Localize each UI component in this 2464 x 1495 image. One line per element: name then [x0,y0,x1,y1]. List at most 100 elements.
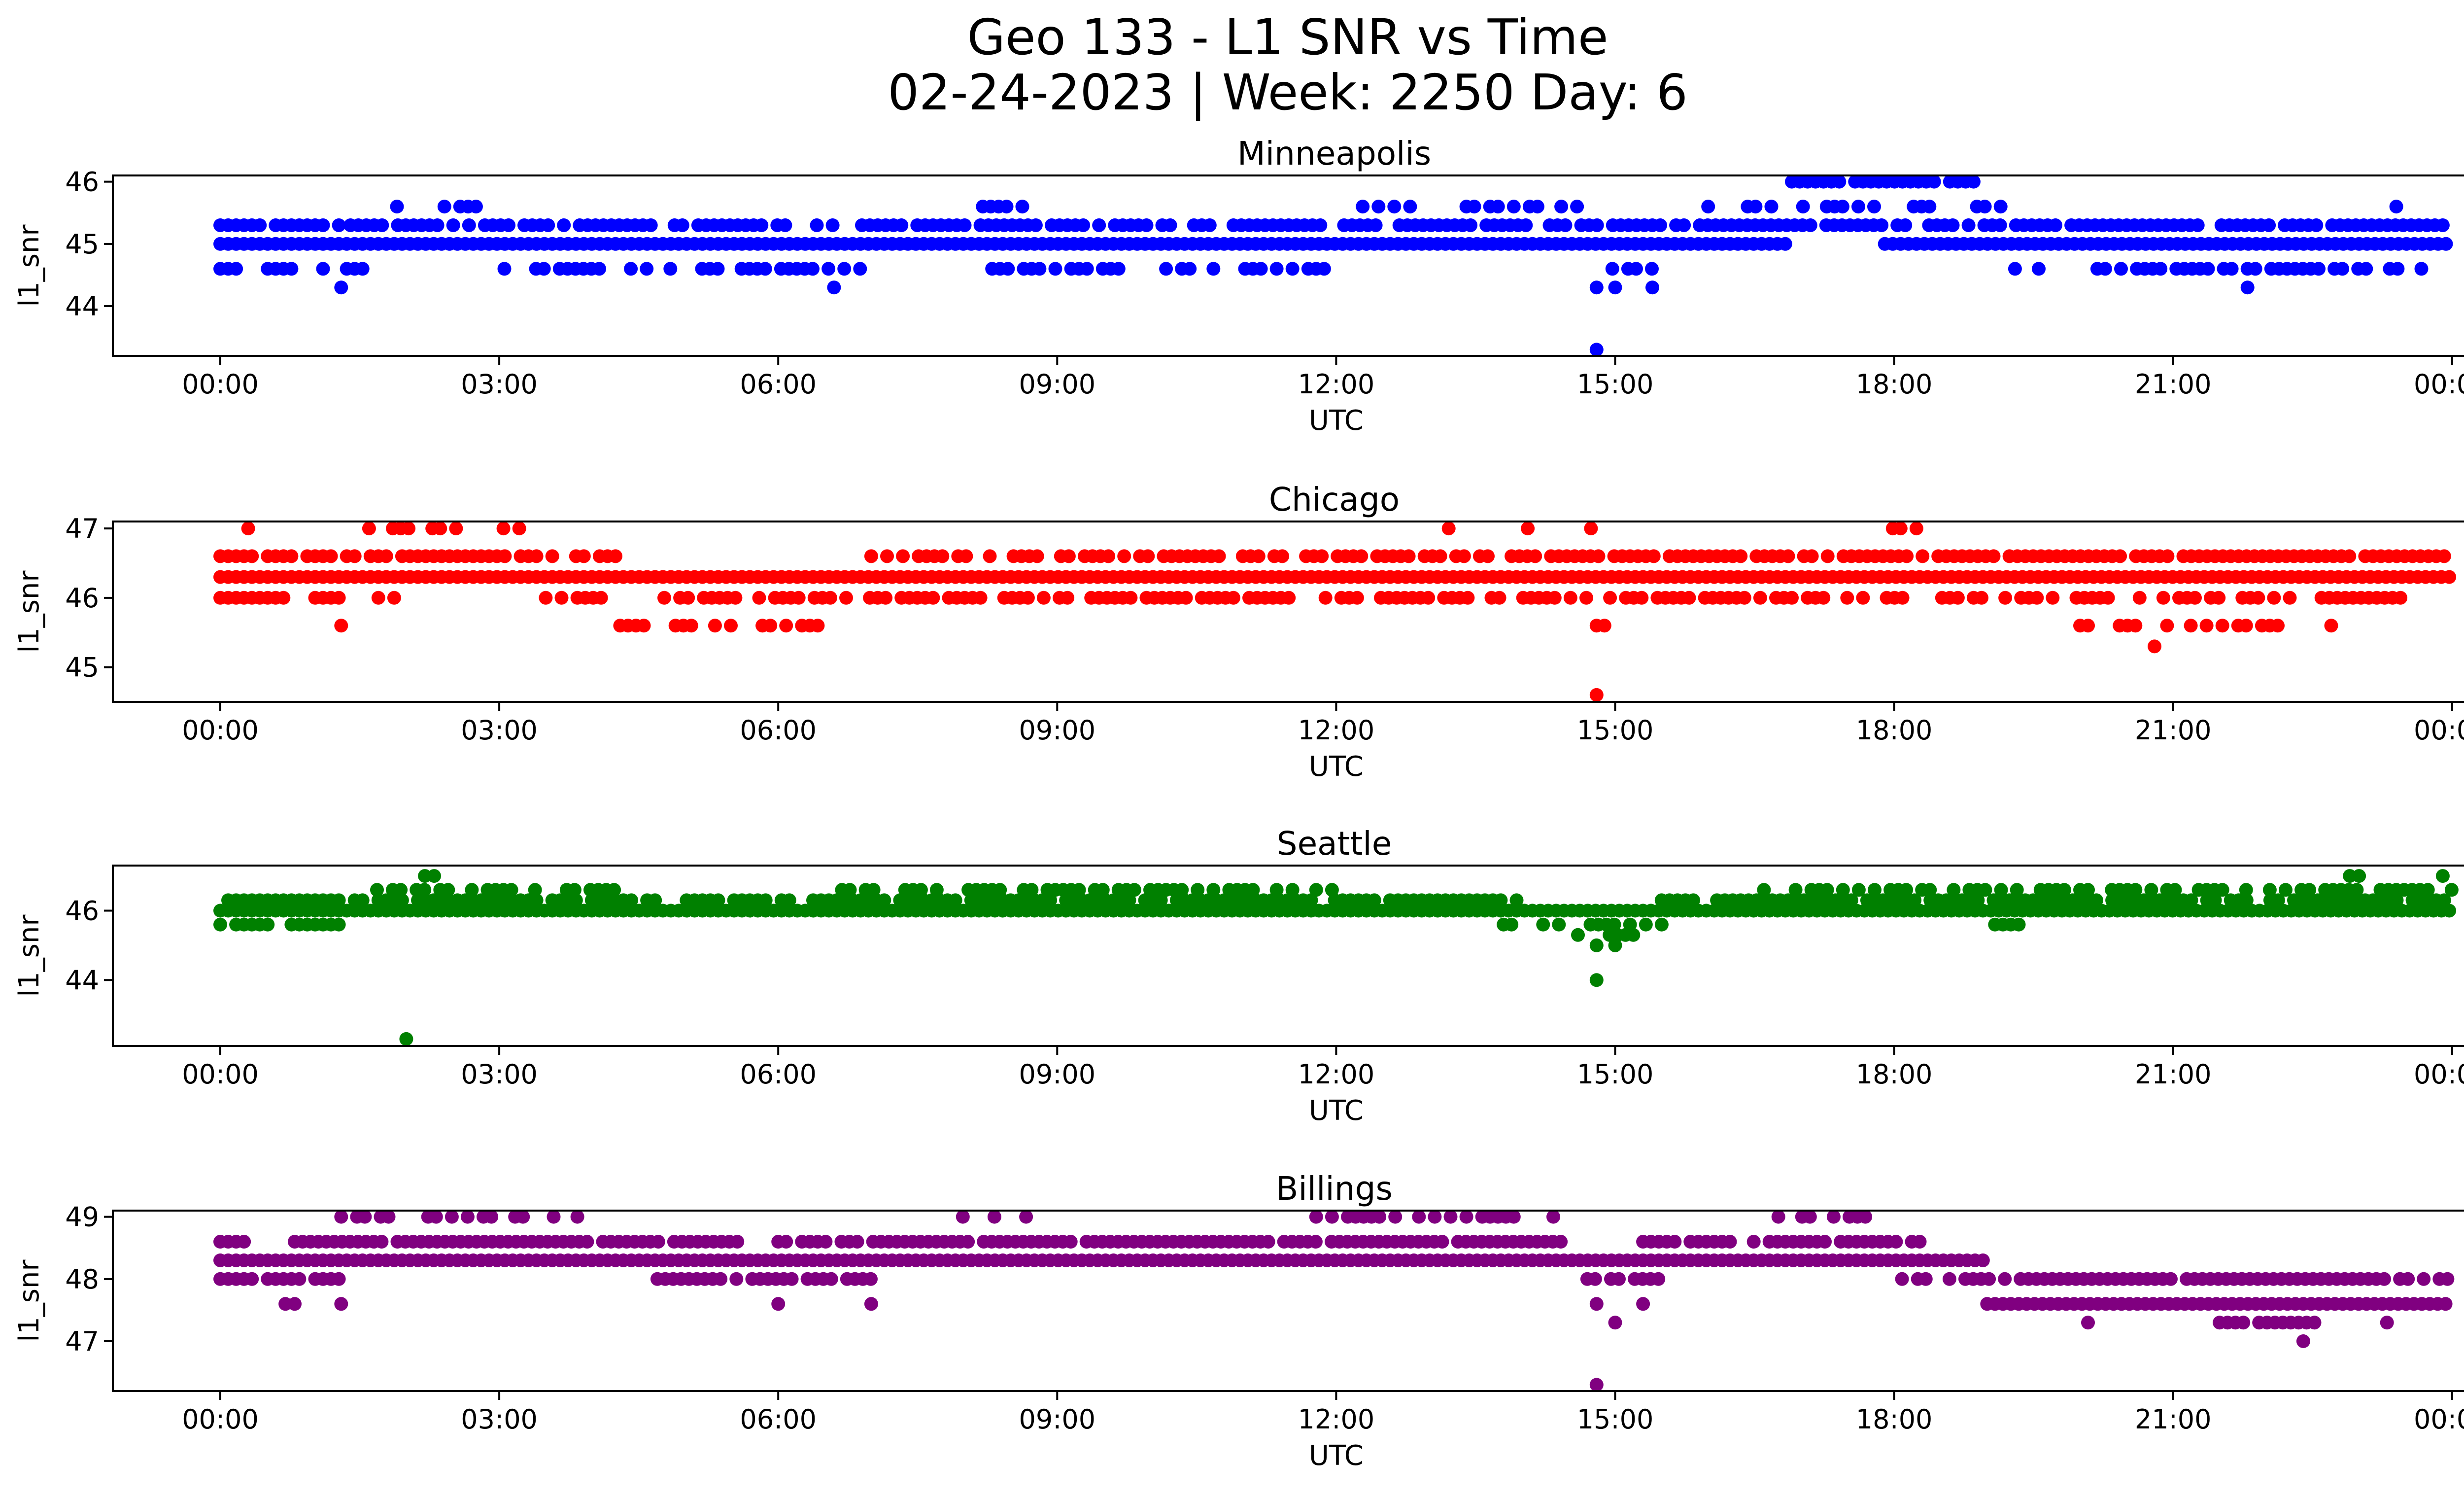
data-point [253,218,267,232]
data-point [1816,591,1831,605]
data-point [2307,1316,2322,1330]
data-point [2046,591,2060,605]
data-point [684,619,698,633]
data-point [502,218,515,232]
data-point [877,893,891,907]
data-point [811,619,825,633]
scatter-series [213,522,2457,702]
data-point [462,218,476,232]
subplot-title: Chicago [1269,481,1400,519]
data-point [394,883,408,897]
axes-frame [112,521,2464,703]
data-point [1639,917,1653,932]
data-point [2312,262,2326,276]
data-point [1900,549,1914,563]
data-point [1547,591,1562,605]
x-tick-label: 03:00 [461,369,538,400]
data-point [2098,262,2112,276]
data-point [1636,1297,1650,1311]
data-point [2132,591,2147,605]
data-point [1771,1210,1785,1224]
data-point [399,1032,413,1046]
data-point [1536,917,1550,932]
data-point [1868,883,1882,897]
data-point [1836,883,1850,897]
data-point [1947,883,1961,897]
data-point [2239,883,2253,897]
data-point [504,883,518,897]
data-point [1369,218,1383,232]
data-point [2148,639,2161,654]
data-point [2030,591,2044,605]
x-tick-label: 09:00 [1019,1059,1095,1090]
data-point [1552,917,1566,932]
data-point [2262,218,2276,232]
data-point [469,200,483,214]
data-point [2208,893,2222,907]
data-point [993,883,1007,897]
data-point [465,883,479,897]
data-point [779,1235,793,1249]
data-point [1753,591,1767,605]
data-point [1371,200,1386,214]
data-point [355,262,370,276]
x-tick-label: 18:00 [1856,369,1933,400]
data-point [1001,262,1015,276]
data-point [1318,591,1333,605]
data-point [261,917,275,932]
data-point [1975,591,1988,605]
data-point [316,262,330,276]
data-point [1063,1235,1078,1249]
data-point [1206,883,1221,897]
data-point [1851,883,1866,897]
data-point [711,262,725,276]
data-point [973,591,988,605]
data-point [2128,883,2143,897]
data-point [1916,549,1930,563]
subplot-title: Seattle [1277,825,1392,863]
x-axis-label: UTC [1309,751,1364,783]
data-point [2324,619,2338,633]
data-point [1682,591,1696,605]
data-point [2251,591,2265,605]
x-tick-label: 21:00 [2135,369,2212,400]
data-point [763,619,778,633]
data-point [2414,262,2429,276]
data-point [1635,591,1649,605]
data-point [1994,883,2008,897]
data-point [1285,262,1300,276]
data-point [381,1210,396,1224]
data-point [2215,883,2229,897]
data-point [1461,591,1475,605]
data-point [1856,591,1870,605]
y-tick-label: 45 [65,229,99,260]
data-point [1159,262,1173,276]
data-point [730,1235,745,1249]
data-point [1019,1210,1033,1224]
data-point [1261,1235,1275,1249]
data-point [1748,200,1763,214]
data-point [1441,522,1456,536]
data-point [1571,928,1585,942]
data-point [1785,591,1799,605]
data-point [433,522,447,536]
data-point [1629,262,1643,276]
data-point [1246,883,1260,897]
data-point [819,1235,833,1249]
data-point [1092,218,1106,232]
data-point [2156,591,2170,605]
data-point [1179,591,1193,605]
data-point [1927,174,1941,189]
y-tick-label: 47 [65,1326,99,1357]
data-point [1080,262,1094,276]
data-point [594,591,608,605]
x-tick-label: 00:00 [2414,715,2464,746]
data-point [1154,893,1168,907]
data-point [2401,1272,2415,1286]
data-point [1607,917,1621,932]
data-point [2267,591,2281,605]
x-tick-label: 12:00 [1298,715,1375,746]
data-point [1509,893,1524,907]
x-tick-label: 12:00 [1298,369,1375,400]
data-point [355,893,370,907]
